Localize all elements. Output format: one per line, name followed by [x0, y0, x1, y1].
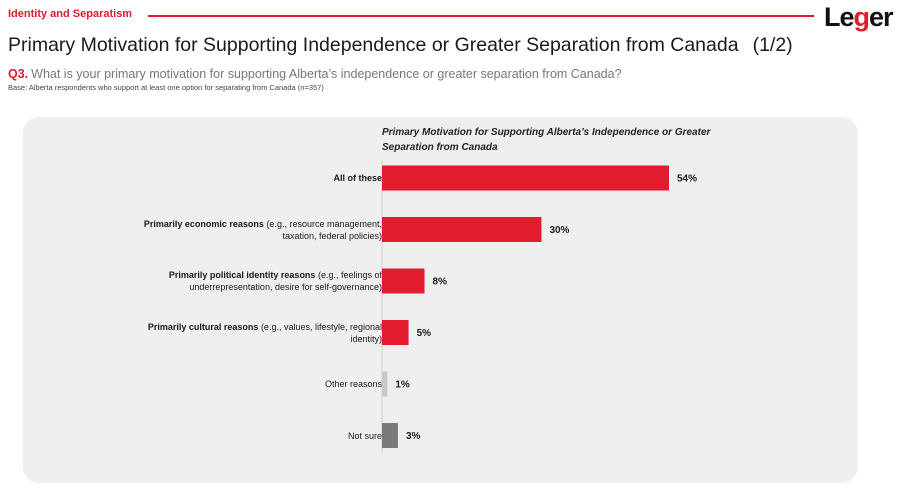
category-label-1: Primarily economic reasons (e.g., resour… [142, 218, 382, 242]
category-label-5: Not sure [142, 430, 382, 442]
logo-tail: er [869, 2, 894, 32]
page-title-text: Primary Motivation for Supporting Indepe… [8, 34, 739, 56]
logo-text: Le [824, 2, 854, 32]
value-label-5: 3% [406, 431, 421, 442]
category-label-bold: Primarily cultural reasons [147, 321, 259, 332]
header-rule [148, 15, 814, 17]
leger-logo: Leger [824, 2, 894, 33]
question-number: Q3. [8, 67, 29, 81]
base-note: Base: Alberta respondents who support at… [8, 83, 324, 92]
value-label-0: 54% [677, 174, 697, 185]
category-label-detail: Other reasons [324, 379, 382, 389]
value-label-2: 8% [433, 277, 448, 288]
page-title: Primary Motivation for Supporting Indepe… [8, 34, 793, 57]
category-label-bold: Primarily economic reasons [143, 218, 264, 229]
category-label-detail: (e.g., feelings of underrepresentation, … [189, 270, 382, 292]
survey-question: Q3. What is your primary motivation for s… [8, 67, 622, 81]
category-label-detail: (e.g., resource management, taxation, fe… [263, 218, 382, 241]
value-label-1: 30% [549, 225, 569, 236]
category-label-0: All of these [142, 172, 382, 184]
logo-accent: g [853, 2, 870, 32]
value-label-3: 5% [417, 328, 432, 339]
category-label-detail: Not sure [347, 430, 382, 441]
bar-5 [382, 423, 398, 448]
chart-title: Primary Motivation for Supporting Albert… [382, 127, 711, 153]
section-tag: Identity and Separatism [8, 8, 133, 20]
category-label-bold: Primarily political identity reasons [168, 270, 316, 280]
page-indicator: (1/2) [752, 34, 793, 56]
question-text: What is your primary motivation for supp… [31, 67, 622, 81]
bar-1 [382, 217, 542, 242]
category-label-3: Primarily cultural reasons (e.g., values… [142, 321, 382, 345]
category-label-4: Other reasons [142, 378, 382, 390]
bar-4 [382, 371, 388, 397]
category-label-bold: All of these [333, 173, 382, 183]
bar-0 [382, 165, 669, 191]
bar-2 [382, 268, 425, 294]
category-label-2: Primarily political identity reasons (e.… [142, 269, 382, 293]
bar-3 [382, 320, 409, 345]
category-label-detail: (e.g., values, lifestyle, regional ident… [258, 321, 382, 344]
value-label-4: 1% [395, 380, 410, 391]
